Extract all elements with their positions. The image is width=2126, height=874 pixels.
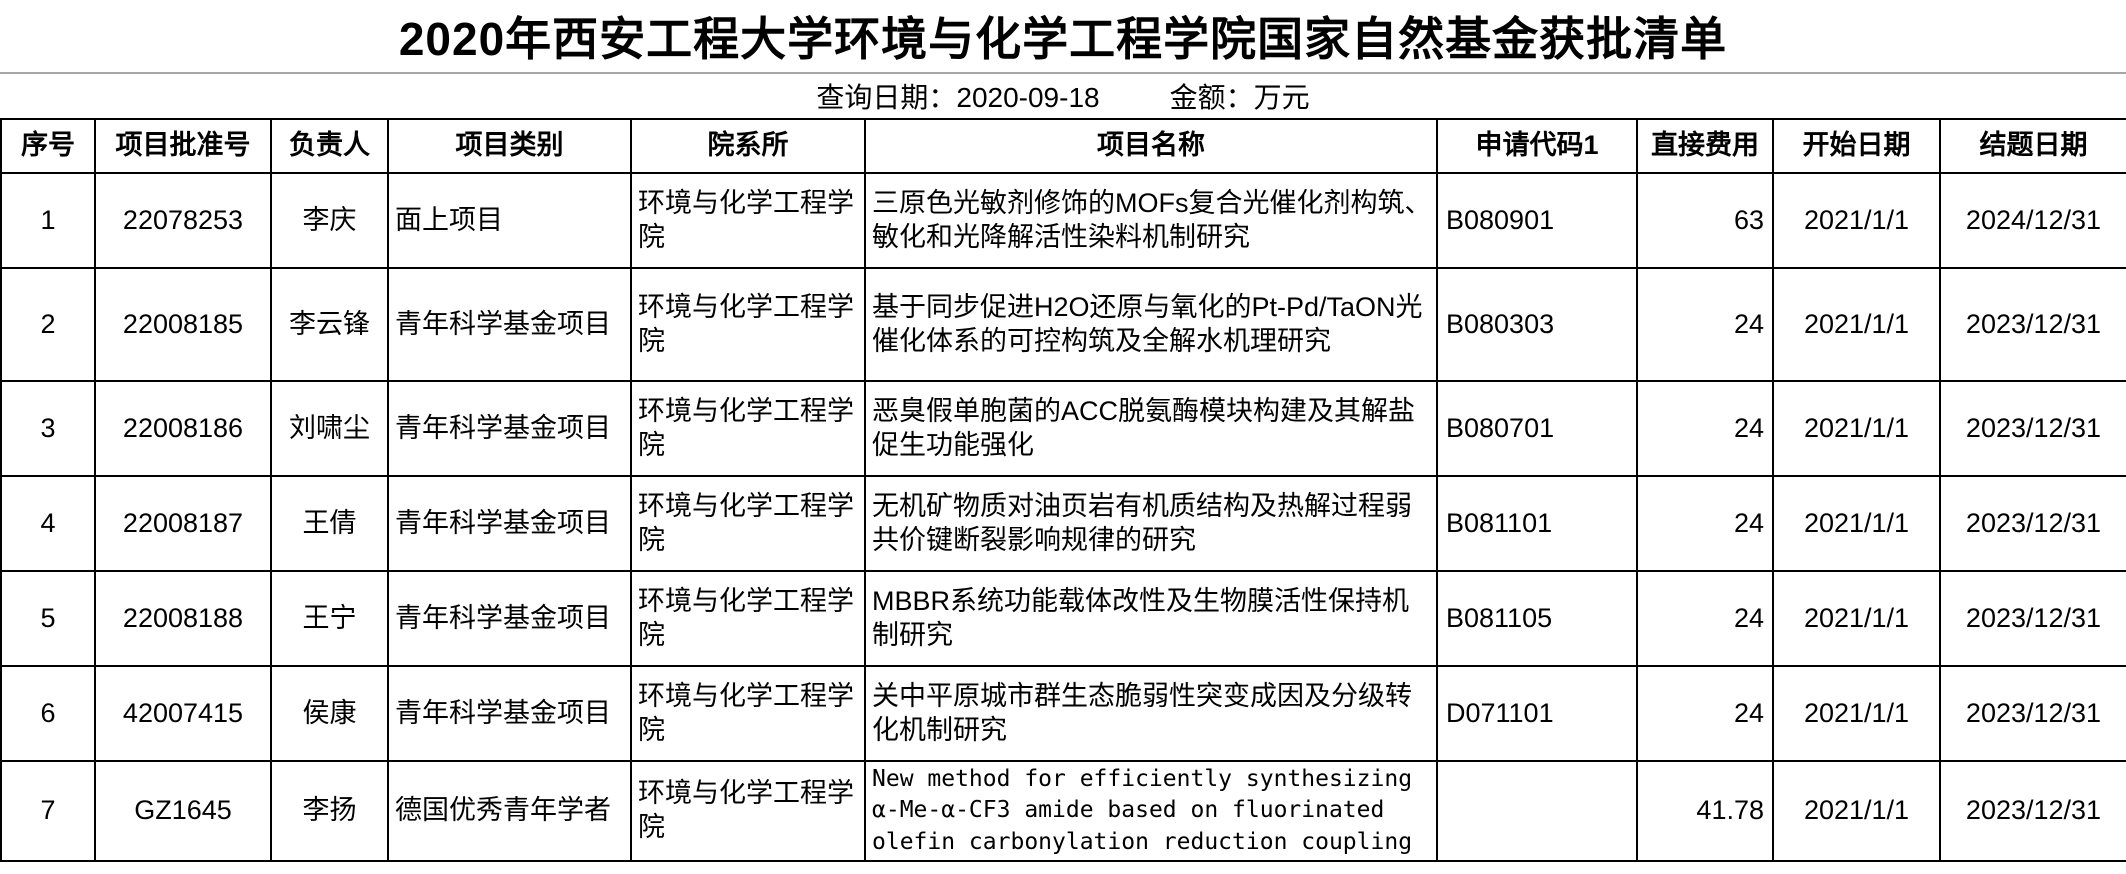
cell-category: 青年科学基金项目 [387,570,632,667]
column-header-grant-no: 项目批准号 [94,118,272,174]
cell-apply-code: B080303 [1436,267,1638,382]
cell-seq: 6 [0,665,96,762]
column-header-department: 院系所 [630,118,866,174]
cell-pi: 李扬 [270,760,389,862]
cell-start-date: 2021/1/1 [1772,380,1941,477]
cell-pi: 李云锋 [270,267,389,382]
column-header-direct-fee: 直接费用 [1636,118,1774,174]
cell-grant-no: 22008188 [94,570,272,667]
column-header-start-date: 开始日期 [1772,118,1941,174]
cell-apply-code: B080701 [1436,380,1638,477]
cell-seq: 4 [0,475,96,572]
cell-category: 面上项目 [387,172,632,269]
cell-direct-fee: 24 [1636,380,1774,477]
cell-project-name: 三原色光敏剂修饰的MOFs复合光催化剂构筑、敏化和光降解活性染料机制研究 [864,172,1438,269]
column-header-pi: 负责人 [270,118,389,174]
cell-project-name: New method for efficiently synthesizing … [864,760,1438,862]
cell-direct-fee: 24 [1636,665,1774,762]
cell-end-date: 2023/12/31 [1939,380,2126,477]
cell-apply-code: B080901 [1436,172,1638,269]
cell-category: 青年科学基金项目 [387,380,632,477]
column-header-end-date: 结题日期 [1939,118,2126,174]
cell-department: 环境与化学工程学院 [630,475,866,572]
cell-start-date: 2021/1/1 [1772,570,1941,667]
table-row: 2 22008185 李云锋 青年科学基金项目 环境与化学工程学院 基于同步促进H2O还原… [0,267,2126,382]
cell-grant-no: 22078253 [94,172,272,269]
cell-end-date: 2023/12/31 [1939,570,2126,667]
cell-category: 青年科学基金项目 [387,267,632,382]
cell-project-name: MBBR系统功能载体改性及生物膜活性保持机制研究 [864,570,1438,667]
cell-pi: 刘啸尘 [270,380,389,477]
cell-project-name: 恶臭假单胞菌的ACC脱氨酶模块构建及其解盐促生功能强化 [864,380,1438,477]
table-row: 7 GZ1645 李扬 德国优秀青年学者 环境与化学工程学院 New method for… [0,760,2126,862]
cell-start-date: 2021/1/1 [1772,172,1941,269]
cell-end-date: 2023/12/31 [1939,267,2126,382]
cell-seq: 5 [0,570,96,667]
cell-direct-fee: 24 [1636,570,1774,667]
cell-start-date: 2021/1/1 [1772,665,1941,762]
amount-unit-value: 万元 [1253,82,1310,113]
cell-apply-code [1436,760,1638,862]
cell-department: 环境与化学工程学院 [630,172,866,269]
table-row: 6 42007415 侯康 青年科学基金项目 环境与化学工程学院 关中平原城市群生态脆弱性… [0,665,2126,762]
page-title: 2020年西安工程大学环境与化学工程学院国家自然基金获批清单 [398,13,1728,65]
cell-direct-fee: 24 [1636,475,1774,572]
cell-grant-no: 22008185 [94,267,272,382]
cell-grant-no: 42007415 [94,665,272,762]
query-date: 查询日期：2020-09-18 [816,76,1099,116]
cell-pi: 王宁 [270,570,389,667]
cell-department: 环境与化学工程学院 [630,380,866,477]
table-row: 1 22078253 李庆 面上项目 环境与化学工程学院 三原色光敏剂修饰的MOFs复合光… [0,172,2126,269]
cell-apply-code: D071101 [1436,665,1638,762]
cell-end-date: 2024/12/31 [1939,172,2126,269]
cell-start-date: 2021/1/1 [1772,760,1941,862]
cell-pi: 王倩 [270,475,389,572]
cell-category: 德国优秀青年学者 [387,760,632,862]
query-date-label: 查询日期： [816,82,957,113]
cell-direct-fee: 63 [1636,172,1774,269]
cell-pi: 侯康 [270,665,389,762]
column-header-project-name: 项目名称 [864,118,1438,174]
cell-start-date: 2021/1/1 [1772,475,1941,572]
cell-apply-code: B081105 [1436,570,1638,667]
cell-seq: 1 [0,172,96,269]
cell-direct-fee: 41.78 [1636,760,1774,862]
cell-end-date: 2023/12/31 [1939,760,2126,862]
cell-project-name: 基于同步促进H2O还原与氧化的Pt-Pd/TaON光催化体系的可控构筑及全解水机… [864,267,1438,382]
cell-end-date: 2023/12/31 [1939,665,2126,762]
table-header-row: 序号 项目批准号 负责人 项目类别 院系所 项目名称 申请代码1 直接费用 开始日期 结题日期 [0,118,2126,174]
amount-label: 金额： [1169,82,1254,113]
cell-grant-no: GZ1645 [94,760,272,862]
amount-unit: 金额：万元 [1170,76,1310,116]
cell-end-date: 2023/12/31 [1939,475,2126,572]
cell-department: 环境与化学工程学院 [630,760,866,862]
cell-grant-no: 22008187 [94,475,272,572]
cell-department: 环境与化学工程学院 [630,665,866,762]
cell-department: 环境与化学工程学院 [630,570,866,667]
cell-category: 青年科学基金项目 [387,475,632,572]
column-header-apply-code: 申请代码1 [1436,118,1638,174]
cell-project-name: 关中平原城市群生态脆弱性突变成因及分级转化机制研究 [864,665,1438,762]
cell-category: 青年科学基金项目 [387,665,632,762]
title-divider [0,72,2126,74]
column-header-category: 项目类别 [387,118,632,174]
query-date-value: 2020-09-18 [956,82,1100,113]
cell-project-name: 无机矿物质对油页岩有机质结构及热解过程弱共价键断裂影响规律的研究 [864,475,1438,572]
cell-seq: 2 [0,267,96,382]
cell-seq: 7 [0,760,96,862]
cell-seq: 3 [0,380,96,477]
cell-start-date: 2021/1/1 [1772,267,1941,382]
grant-table: 序号 项目批准号 负责人 项目类别 院系所 项目名称 申请代码1 直接费用 开始日期 结题日期 1… [0,118,2126,862]
cell-direct-fee: 24 [1636,267,1774,382]
cell-apply-code: B081101 [1436,475,1638,572]
cell-grant-no: 22008186 [94,380,272,477]
subtitle-bar: 查询日期：2020-09-18 金额：万元 [0,74,2126,118]
cell-department: 环境与化学工程学院 [630,267,866,382]
table-row: 5 22008188 王宁 青年科学基金项目 环境与化学工程学院 MBBR系统功能载体改性… [0,570,2126,667]
table-row: 4 22008187 王倩 青年科学基金项目 环境与化学工程学院 无机矿物质对油页岩有机质… [0,475,2126,572]
column-header-seq: 序号 [0,118,96,174]
table-row: 3 22008186 刘啸尘 青年科学基金项目 环境与化学工程学院 恶臭假单胞菌的ACC脱… [0,380,2126,477]
cell-pi: 李庆 [270,172,389,269]
